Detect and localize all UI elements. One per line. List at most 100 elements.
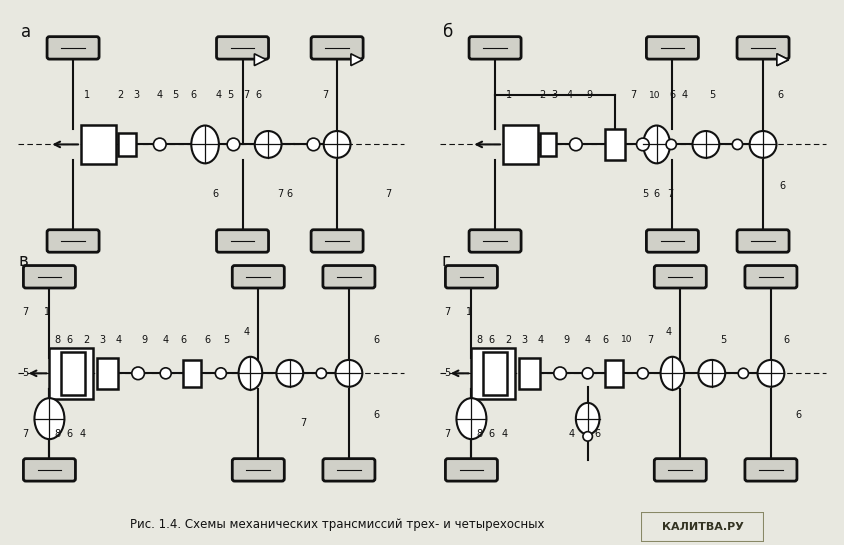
FancyBboxPatch shape: [654, 265, 706, 288]
FancyBboxPatch shape: [217, 230, 268, 252]
Text: 5: 5: [172, 90, 179, 100]
Ellipse shape: [457, 398, 486, 439]
Text: 2: 2: [539, 90, 545, 100]
Text: 4: 4: [502, 429, 508, 439]
FancyBboxPatch shape: [47, 37, 99, 59]
Circle shape: [160, 368, 171, 379]
FancyBboxPatch shape: [654, 459, 706, 481]
Text: 7: 7: [322, 90, 328, 100]
Text: 9: 9: [141, 335, 147, 345]
Circle shape: [316, 368, 327, 378]
Text: 7: 7: [277, 189, 283, 199]
FancyBboxPatch shape: [745, 265, 797, 288]
Text: 5: 5: [641, 189, 648, 199]
Text: 5: 5: [22, 368, 28, 378]
Text: 5: 5: [444, 368, 450, 378]
Text: 3: 3: [133, 90, 139, 100]
Circle shape: [738, 368, 749, 378]
Circle shape: [749, 131, 776, 158]
Polygon shape: [776, 54, 788, 65]
FancyBboxPatch shape: [737, 230, 789, 252]
Circle shape: [733, 140, 743, 149]
Ellipse shape: [192, 125, 219, 164]
Text: 10: 10: [649, 90, 660, 100]
FancyBboxPatch shape: [24, 459, 75, 481]
Bar: [605, 360, 623, 387]
Text: 7: 7: [445, 429, 451, 439]
Text: б: б: [442, 23, 453, 41]
Text: 8: 8: [476, 335, 483, 345]
Text: 8: 8: [54, 429, 61, 439]
Text: 6: 6: [373, 410, 380, 420]
Text: 6: 6: [669, 90, 675, 100]
Circle shape: [583, 432, 592, 441]
FancyBboxPatch shape: [647, 37, 699, 59]
Text: 6: 6: [780, 181, 786, 191]
Text: а: а: [21, 23, 31, 41]
Text: 7: 7: [630, 90, 636, 100]
Bar: [81, 125, 116, 164]
FancyBboxPatch shape: [232, 265, 284, 288]
Ellipse shape: [576, 403, 599, 434]
Text: 4: 4: [216, 90, 222, 100]
Bar: [183, 360, 201, 387]
Circle shape: [277, 360, 303, 387]
Text: 2: 2: [117, 90, 123, 100]
Text: 5: 5: [709, 90, 715, 100]
Text: 4: 4: [116, 335, 122, 345]
Circle shape: [215, 368, 226, 379]
Text: 4: 4: [80, 429, 86, 439]
Text: 6: 6: [66, 429, 73, 439]
Text: Рис. 1.4. Схемы механических трансмиссий трех- и четырехосных: Рис. 1.4. Схемы механических трансмиссий…: [130, 518, 545, 531]
Circle shape: [693, 131, 719, 158]
Text: 6: 6: [373, 335, 380, 345]
Text: 6: 6: [204, 335, 210, 345]
Text: 7: 7: [385, 189, 392, 199]
Text: 9: 9: [563, 335, 569, 345]
Text: 2: 2: [506, 335, 512, 345]
Bar: [503, 125, 538, 164]
Text: в: в: [19, 252, 29, 270]
Text: 7: 7: [445, 307, 451, 317]
Text: 6: 6: [287, 189, 293, 199]
Circle shape: [758, 360, 784, 387]
Circle shape: [699, 360, 725, 387]
Polygon shape: [351, 54, 363, 65]
FancyBboxPatch shape: [232, 459, 284, 481]
Bar: [605, 129, 625, 160]
Text: 6: 6: [181, 335, 187, 345]
Text: 4: 4: [567, 90, 573, 100]
Text: 4: 4: [163, 335, 169, 345]
Text: г: г: [441, 252, 450, 270]
FancyBboxPatch shape: [469, 230, 521, 252]
Text: 6: 6: [594, 429, 601, 439]
Text: 3: 3: [100, 335, 106, 345]
FancyBboxPatch shape: [323, 459, 375, 481]
FancyBboxPatch shape: [323, 265, 375, 288]
Polygon shape: [254, 54, 266, 65]
Text: 6: 6: [255, 90, 262, 100]
Text: 7: 7: [23, 429, 29, 439]
FancyBboxPatch shape: [737, 37, 789, 59]
Circle shape: [154, 138, 166, 151]
FancyBboxPatch shape: [469, 37, 521, 59]
Text: 3: 3: [522, 335, 528, 345]
FancyBboxPatch shape: [24, 265, 75, 288]
Circle shape: [582, 368, 593, 379]
Ellipse shape: [35, 398, 64, 439]
Text: 4: 4: [569, 429, 575, 439]
Text: 5: 5: [228, 90, 234, 100]
Polygon shape: [776, 54, 788, 65]
FancyBboxPatch shape: [311, 37, 363, 59]
Text: 4: 4: [243, 327, 250, 337]
Text: 4: 4: [157, 90, 163, 100]
Circle shape: [324, 131, 350, 158]
Circle shape: [554, 367, 566, 380]
Text: 4: 4: [585, 335, 591, 345]
FancyBboxPatch shape: [745, 459, 797, 481]
Text: 7: 7: [23, 307, 29, 317]
Text: 1: 1: [506, 90, 512, 100]
Text: 6: 6: [212, 189, 218, 199]
Text: КАЛИТВА.РУ: КАЛИТВА.РУ: [662, 522, 744, 532]
Text: 3: 3: [551, 90, 557, 100]
